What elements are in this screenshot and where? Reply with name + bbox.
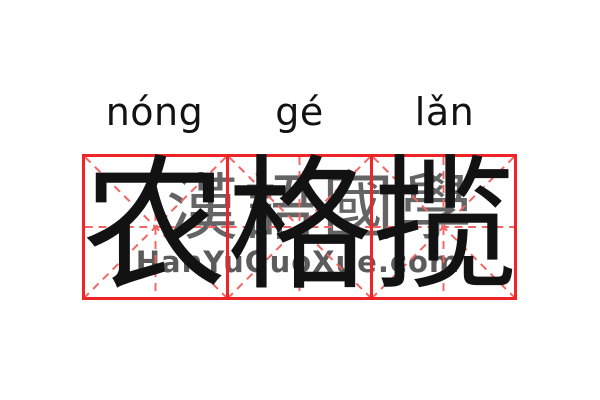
watermark-url-text: HanYuGuoXue.com [135,245,461,279]
pinyin-syllable-3: lǎn [414,90,475,134]
grid-guides-svg [373,157,514,297]
grid-cell-1 [85,157,229,297]
pinyin-syllable-2: gé [275,90,324,134]
grid-cell-3 [373,157,514,297]
character-grid [82,154,517,300]
grid-guides-svg [85,157,226,297]
grid-cell-2 [229,157,373,297]
pinyin-row: nóng gé lǎn [82,90,517,136]
pinyin-syllable-1: nóng [105,90,204,134]
grid-guides-svg [229,157,370,297]
